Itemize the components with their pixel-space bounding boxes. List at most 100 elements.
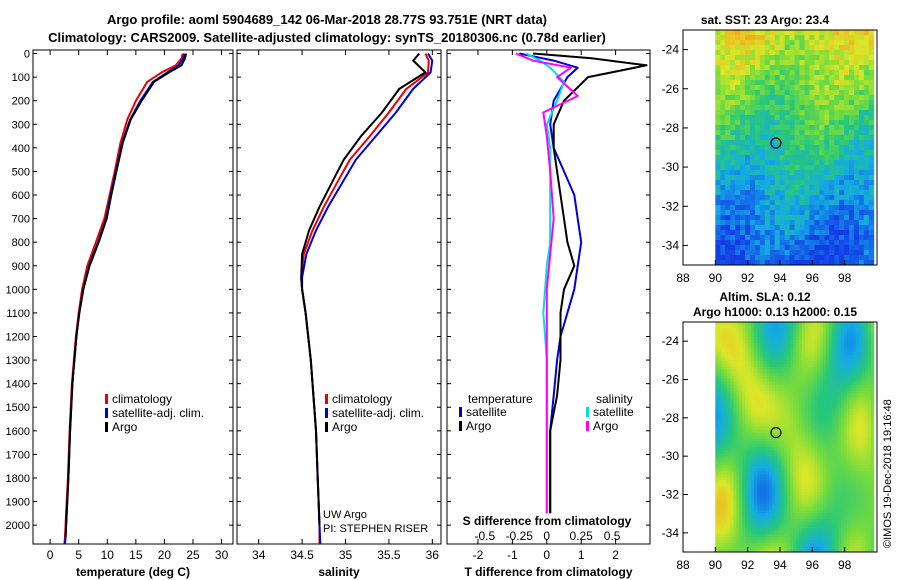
sst_map-cell	[754, 205, 761, 211]
sla_map-cell	[805, 366, 809, 371]
sst_map-cell	[750, 235, 756, 241]
sla_map-cell	[814, 417, 818, 421]
sst_map-cell	[764, 180, 771, 186]
sst_map-cell	[759, 145, 766, 151]
sla_map-cell	[766, 366, 770, 371]
sst_map-cell	[759, 135, 766, 141]
sst_map-cell	[715, 115, 721, 121]
sst_map-cell	[759, 260, 766, 266]
sla_map-cell	[772, 423, 776, 427]
sst_map-cell	[769, 190, 776, 196]
sla_map-cell	[861, 331, 866, 335]
sst_map-cell	[789, 170, 795, 176]
sla_map-cell	[748, 414, 752, 418]
sla_map-cell	[757, 432, 761, 436]
sla_map-cell	[840, 328, 845, 332]
sst_map-cell	[844, 60, 850, 66]
sla_map-cell	[742, 322, 746, 326]
sst_map-cell	[740, 225, 746, 231]
sla_map-cell	[796, 450, 800, 454]
sla_map-cell	[843, 450, 848, 454]
sst_map-cell	[735, 250, 741, 256]
sla_map-cell	[805, 420, 809, 424]
sla_map-cell	[828, 435, 833, 439]
sst_map-cell	[769, 140, 776, 146]
depth-tick-label: 400	[12, 143, 30, 155]
sla_map-cell	[715, 348, 719, 353]
sst_map-cell	[794, 100, 800, 106]
sla_map-cell	[730, 447, 734, 451]
sla_map-cell	[718, 468, 722, 472]
sla_map-cell	[769, 462, 773, 466]
sst_map-cell	[715, 160, 721, 166]
sst_map-cell	[868, 180, 875, 186]
sla_map-cell	[811, 498, 815, 502]
sst_map-cell	[819, 70, 825, 76]
sla_map-cell	[867, 354, 872, 359]
sla_map-cell	[867, 399, 872, 404]
sla_map-cell	[742, 492, 746, 496]
sla_map-cell	[739, 456, 743, 460]
sla_map-cell	[825, 420, 830, 424]
sla_map-cell	[781, 426, 785, 430]
sla_map-cell	[855, 402, 860, 406]
sla_map-cell	[855, 420, 860, 424]
sla_map-cell	[828, 477, 833, 481]
sla_map-cell	[867, 423, 872, 427]
sla_map-cell	[840, 325, 845, 329]
sla_map-cell	[799, 331, 803, 335]
sla_map-cell	[793, 414, 797, 418]
sla_map-cell	[840, 483, 845, 487]
sst_map-cell	[774, 245, 781, 251]
sla_map-cell	[721, 477, 725, 481]
sla_map-cell	[861, 489, 866, 493]
sla_map-cell	[799, 468, 803, 472]
sst_map-cell	[858, 125, 865, 131]
sla_map-cell	[745, 468, 749, 472]
sst_map-cell	[839, 210, 845, 216]
sla_map-cell	[837, 360, 842, 365]
sla_map-cell	[724, 333, 728, 338]
sla_map-cell	[739, 366, 743, 371]
sla_map-cell	[751, 357, 755, 362]
sst_map-cell	[759, 185, 766, 191]
sst_map-cell	[730, 180, 736, 186]
sla_map-cell	[718, 498, 722, 502]
sla_map-cell	[721, 351, 725, 356]
sst_map-cell	[759, 50, 766, 56]
sla_map-cell	[754, 357, 758, 362]
sla_map-cell	[721, 381, 725, 386]
sla_map-cell	[790, 474, 794, 478]
sst_map-cell	[794, 260, 800, 266]
sla_map-cell	[837, 345, 842, 350]
sla_map-cell	[775, 465, 779, 469]
sla_map-cell	[751, 342, 755, 347]
sla_map-cell	[790, 363, 794, 368]
sla_map-cell	[778, 417, 782, 421]
sla_map-cell	[781, 453, 785, 457]
depth-tick-label: 1000	[6, 284, 30, 296]
sla_map-cell	[757, 331, 761, 335]
sla_map-cell	[754, 468, 758, 472]
sst_map-cell	[858, 180, 865, 186]
sla_map-cell	[769, 501, 773, 505]
sst_map-cell	[809, 75, 815, 81]
sla_map-cell	[805, 328, 809, 332]
sst_map-cell	[715, 60, 721, 66]
sla_map-cell	[739, 489, 743, 493]
sla_map-cell	[849, 339, 854, 344]
sla_map-cell	[802, 387, 806, 392]
sla_map-cell	[822, 402, 827, 406]
sst_map-cell	[868, 70, 875, 76]
sst_map-cell	[824, 175, 830, 181]
sst_map-cell	[769, 180, 776, 186]
sla_map-cell	[748, 325, 752, 329]
sla_map-cell	[808, 417, 812, 421]
sla_map-cell	[766, 399, 770, 404]
sla_map-cell	[837, 393, 842, 398]
sla_map-cell	[784, 393, 788, 398]
sla_map-cell	[727, 498, 731, 502]
sst_map-cell	[824, 140, 830, 146]
sla_map-cell	[718, 387, 722, 392]
sla_map-cell	[733, 384, 737, 389]
